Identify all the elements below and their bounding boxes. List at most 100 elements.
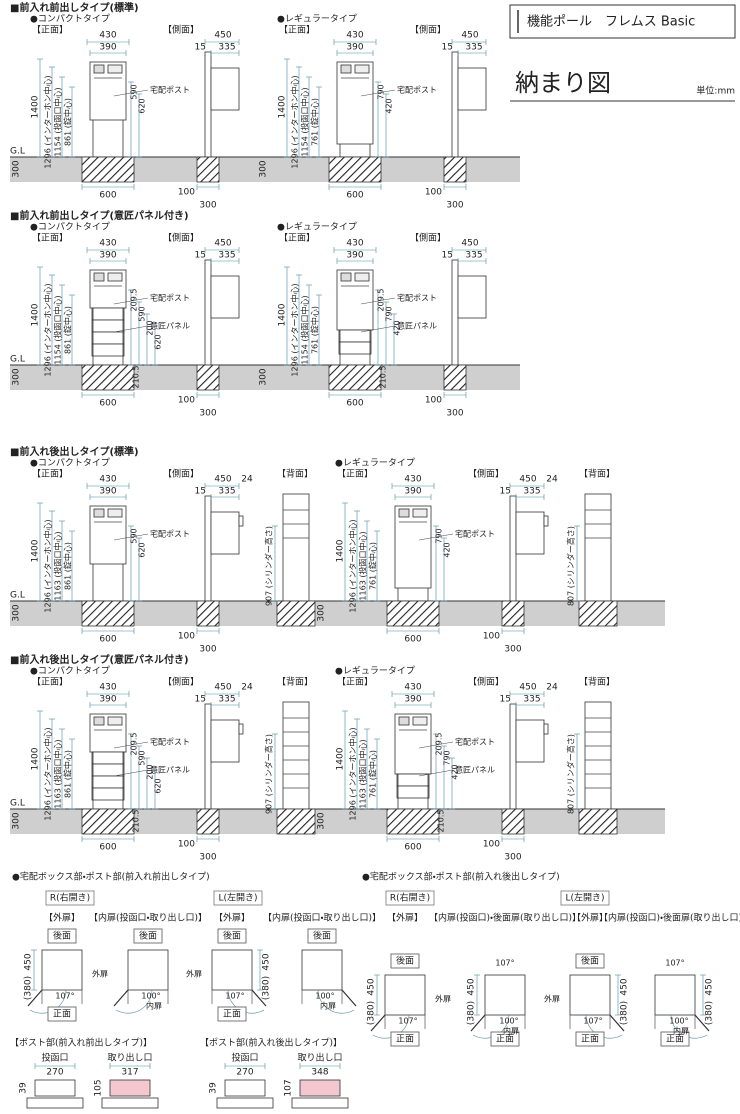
back-view <box>282 701 310 810</box>
box-plan <box>569 974 611 1016</box>
foundation <box>196 600 220 627</box>
view-label: 【背面】 <box>277 468 313 480</box>
line <box>113 769 149 777</box>
dim-base: 300 <box>446 409 463 419</box>
intercom <box>93 272 105 282</box>
view-label: 【側面】 <box>163 232 199 244</box>
dim-height: 1400 <box>31 95 41 118</box>
dim-height: 1163 (投函口中心) <box>358 531 368 600</box>
note: 意匠パネル <box>150 321 190 331</box>
opening-label: L(左開き) <box>565 892 604 904</box>
dim-depth: 450 <box>214 475 231 485</box>
dim-height: 420 <box>451 764 460 779</box>
dim-width: 390 <box>346 251 363 261</box>
dim-base: 300 <box>199 645 216 655</box>
slot <box>107 716 123 726</box>
orientation: 正面 <box>666 1034 684 1045</box>
pole <box>451 259 459 366</box>
gl-label: G.L <box>10 355 25 365</box>
section-title: ■前入れ後出しタイプ(標準) <box>10 445 139 458</box>
dim-width: 270 <box>236 1068 253 1078</box>
note: 意匠パネル <box>150 765 190 775</box>
type-label: ●レギュラータイプ <box>335 666 415 677</box>
dim-height: 590 <box>138 306 147 321</box>
angle: 107° <box>495 959 514 968</box>
tag <box>575 953 605 969</box>
dim-ground: 300 <box>259 368 269 385</box>
dim-base: 100 <box>178 188 195 198</box>
gl-label: G.L <box>10 591 25 601</box>
tag <box>560 890 610 906</box>
dim-height: 1163 (投函口中心) <box>53 531 63 600</box>
dim-height: 861 (錠中心) <box>63 542 73 590</box>
line <box>113 741 149 749</box>
foundation <box>81 364 135 391</box>
dim-depth: 450 <box>262 953 272 970</box>
dim-height: 1154 (投函口中心) <box>300 295 310 364</box>
dim-ground: 300 <box>12 368 22 385</box>
section-title: ■前入れ前出しタイプ(意匠パネル付き) <box>10 209 189 222</box>
pole <box>509 703 517 810</box>
line <box>418 533 454 541</box>
dim-width: 348 <box>311 1068 328 1078</box>
box-side <box>210 275 240 319</box>
dim-base: 600 <box>99 191 116 201</box>
dim-height: 1296 (インターホン中心) <box>348 519 358 612</box>
dim-foot: 210.5 <box>132 810 141 833</box>
section-title: ■前入れ前出しタイプ(標準) <box>10 1 139 14</box>
dim-height: 1400 <box>278 303 288 326</box>
design-panel <box>91 331 125 345</box>
design-panel <box>338 329 372 343</box>
tag <box>47 928 77 944</box>
dim-base: 300 <box>446 201 463 211</box>
design-panel <box>91 763 125 777</box>
dim-base: 100 <box>425 188 442 198</box>
dim-depth: 450 <box>620 978 630 995</box>
type-label: ●レギュラータイプ <box>335 458 415 469</box>
dim-width: 390 <box>99 251 116 261</box>
dim-width: 270 <box>46 1068 63 1078</box>
dim-base: 100 <box>483 632 500 642</box>
door-label: 外扉 <box>435 994 451 1004</box>
opening <box>34 1079 76 1097</box>
dim-height: 761 (錠中心) <box>368 542 378 590</box>
opening <box>299 1079 341 1097</box>
foundation <box>328 364 382 391</box>
dim-width: 317 <box>121 1068 138 1078</box>
orientation: 後面 <box>139 930 157 942</box>
door-swing <box>370 1014 386 1032</box>
dim-offset: 15 <box>195 43 206 53</box>
foundation <box>578 600 618 627</box>
dim-height: 590 <box>130 84 139 99</box>
dim-base: 600 <box>99 843 116 853</box>
door-label: 外扉 <box>186 969 202 979</box>
box-side <box>457 67 487 111</box>
design-panel <box>91 343 125 357</box>
dim-height: 620 <box>154 778 163 793</box>
line <box>360 89 396 97</box>
dim-depth: 450 <box>367 978 377 995</box>
view-label: 【背面】 <box>579 468 615 480</box>
dim-height: 1296 (インターホン中心) <box>43 75 53 168</box>
line <box>418 741 454 749</box>
door-swing <box>694 1014 710 1032</box>
dim-base: 300 <box>199 201 216 211</box>
foundation <box>196 364 220 391</box>
foundation <box>386 600 440 627</box>
dim-height: 1296 (インターホン中心) <box>348 727 358 820</box>
dim-ground: 300 <box>12 812 22 829</box>
design-panel <box>338 341 372 355</box>
tag <box>660 1031 690 1047</box>
gl-label: G.L <box>10 147 25 157</box>
dim-ground: 300 <box>12 604 22 621</box>
door-label: 内扉 <box>320 1001 336 1011</box>
angle: 100° <box>669 1017 688 1026</box>
header-subtitle: 納まり図 <box>515 69 611 97</box>
post-box <box>336 61 374 145</box>
box-side <box>210 719 240 763</box>
dim-width: 430 <box>99 475 116 485</box>
tag <box>390 1031 420 1047</box>
dim-inner: (380) <box>620 1001 630 1025</box>
rear-handle <box>238 515 244 527</box>
